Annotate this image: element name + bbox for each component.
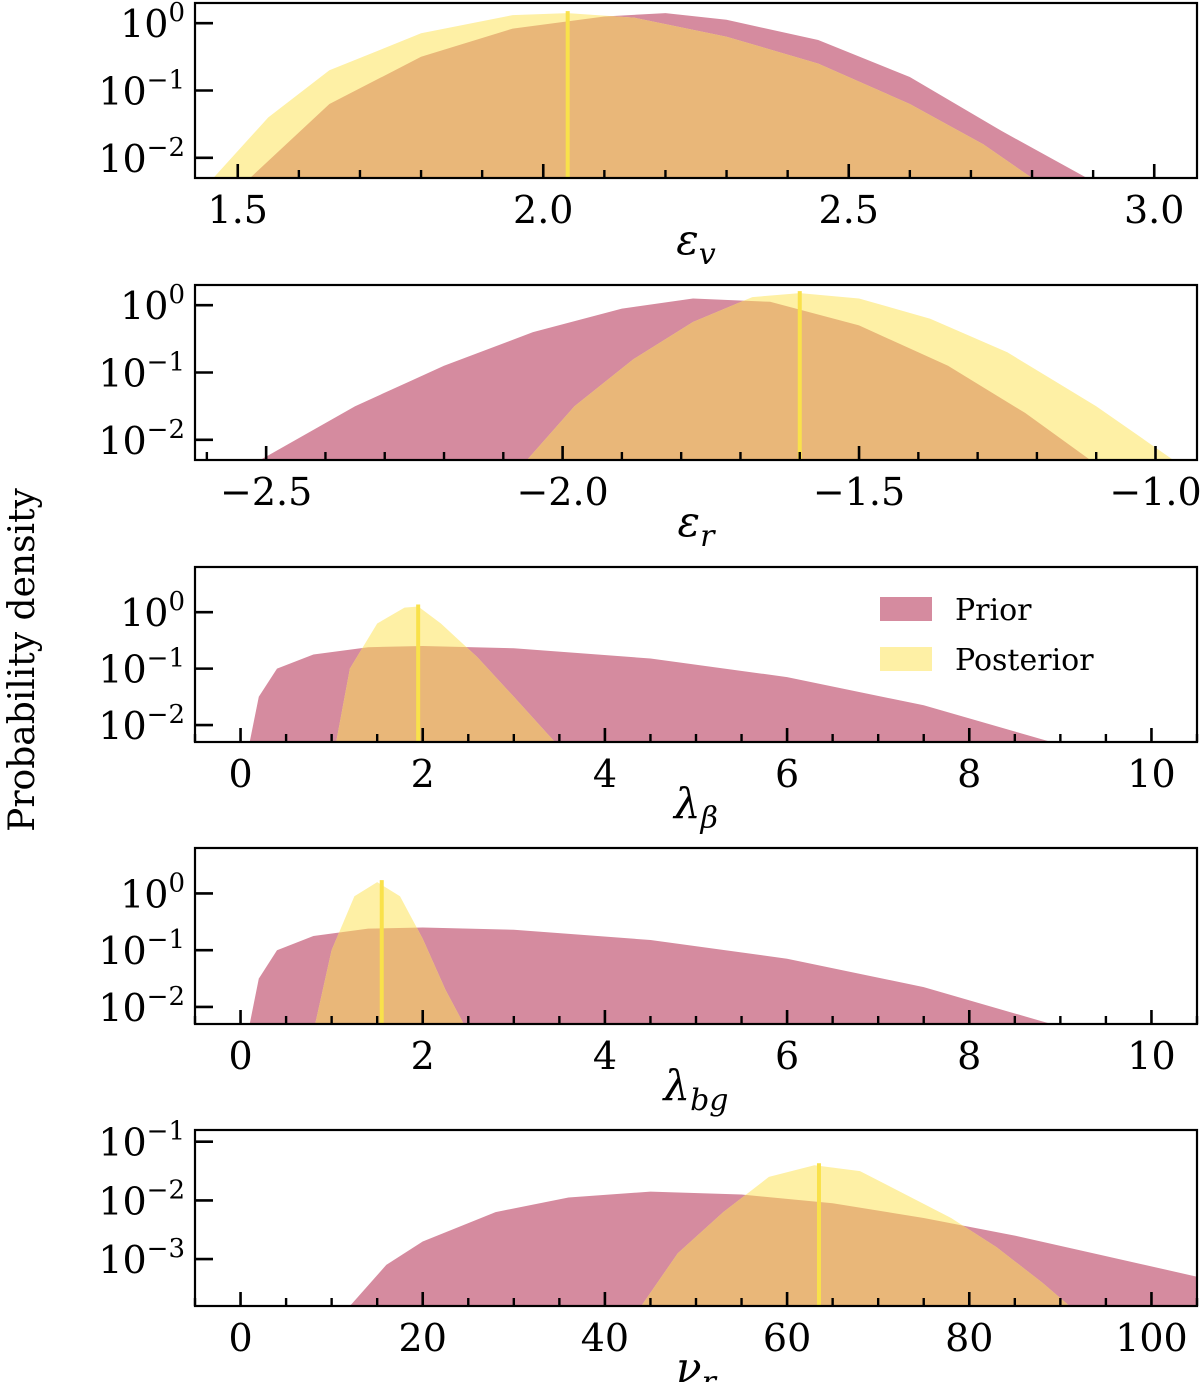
- x-tick-label: 1.5: [208, 188, 268, 232]
- x-tick-label: 0: [228, 1034, 252, 1078]
- x-tick-label: 0: [228, 1316, 252, 1360]
- plot-area: [349, 1163, 1197, 1306]
- x-axis-label: λβ: [672, 779, 718, 836]
- x-tick-label: 0: [228, 752, 252, 796]
- y-tick-label: 10−1: [98, 348, 185, 396]
- x-tick-label: −2.0: [516, 470, 608, 514]
- panel-5: 0 20 40 60 80 100 10−1 10−2 10−3 νr: [98, 1117, 1199, 1382]
- x-axis-label: εr: [678, 497, 717, 554]
- panel-1: 1.5 2.0 2.5 3.0 100 10−1 10−2 εv: [98, 0, 1199, 272]
- y-tick-label: 10−2: [98, 133, 185, 181]
- x-tick-label: 80: [945, 1316, 993, 1360]
- legend: Prior Posterior: [880, 593, 1094, 678]
- legend-prior-swatch: [880, 597, 932, 621]
- x-tick-label: 2.0: [513, 188, 573, 232]
- y-tick-label: 100: [120, 587, 185, 635]
- x-tick-label: 2.5: [819, 188, 879, 232]
- y-tick-label: 10−1: [98, 925, 185, 973]
- y-tick-label: 100: [120, 868, 185, 916]
- plot-area: [213, 11, 1087, 178]
- y-tick-label: 10−2: [98, 700, 185, 748]
- x-tick-label: 4: [593, 1034, 617, 1078]
- x-axis-label: λbg: [661, 1061, 728, 1118]
- overlap-area: [315, 927, 464, 1024]
- plot-area: [249, 880, 1052, 1024]
- x-tick-label: 4: [593, 752, 617, 796]
- y-tick-label: 10−3: [98, 1234, 185, 1282]
- x-tick-label: 6: [775, 1034, 799, 1078]
- y-tick-label: 10−1: [98, 1117, 185, 1165]
- x-tick-label: −2.5: [220, 470, 312, 514]
- overlap-area: [641, 1191, 1070, 1306]
- x-tick-label: 3.0: [1124, 188, 1184, 232]
- x-tick-label: −1.0: [1109, 470, 1200, 514]
- y-tick-label: 100: [120, 280, 185, 328]
- x-tick-label: 10: [1127, 752, 1175, 796]
- x-axis-label: νr: [676, 1343, 718, 1382]
- x-tick-label: 100: [1115, 1316, 1188, 1360]
- overlap-area: [336, 646, 555, 742]
- plot-area: [249, 604, 1052, 742]
- overlap-area: [527, 298, 1091, 460]
- legend-posterior-label: Posterior: [955, 643, 1094, 678]
- y-axis-label: Probability density: [2, 487, 43, 831]
- x-tick-label: −1.5: [813, 470, 905, 514]
- x-tick-label: 60: [763, 1316, 811, 1360]
- x-tick-label: 8: [957, 1034, 981, 1078]
- plot-area: [260, 291, 1174, 460]
- panel-2: −2.5 −2.0 −1.5 −1.0 100 10−1 10−2 εr: [98, 280, 1200, 554]
- x-axis-label: εv: [676, 215, 716, 272]
- y-tick-label: 10−1: [98, 66, 185, 114]
- x-tick-label: 6: [775, 752, 799, 796]
- y-tick-label: 10−2: [98, 1175, 185, 1223]
- y-tick-label: 10−1: [98, 644, 185, 692]
- legend-prior-label: Prior: [955, 593, 1032, 628]
- x-tick-label: 2: [411, 1034, 435, 1078]
- x-tick-label: 20: [399, 1316, 447, 1360]
- x-tick-label: 40: [581, 1316, 629, 1360]
- panel-4: 0 2 4 6 8 10 100 10−1 10−2 λbg: [98, 846, 1199, 1118]
- x-tick-label: 10: [1127, 1034, 1175, 1078]
- panel-3: 0 2 4 6 8 10 100 10−1 10−2 λβ: [98, 565, 1199, 836]
- legend-posterior-swatch: [880, 647, 932, 671]
- y-tick-label: 10−2: [98, 982, 185, 1030]
- y-tick-label: 10−2: [98, 415, 185, 463]
- y-tick-label: 100: [120, 0, 185, 46]
- x-tick-label: 2: [411, 752, 435, 796]
- x-tick-label: 8: [957, 752, 981, 796]
